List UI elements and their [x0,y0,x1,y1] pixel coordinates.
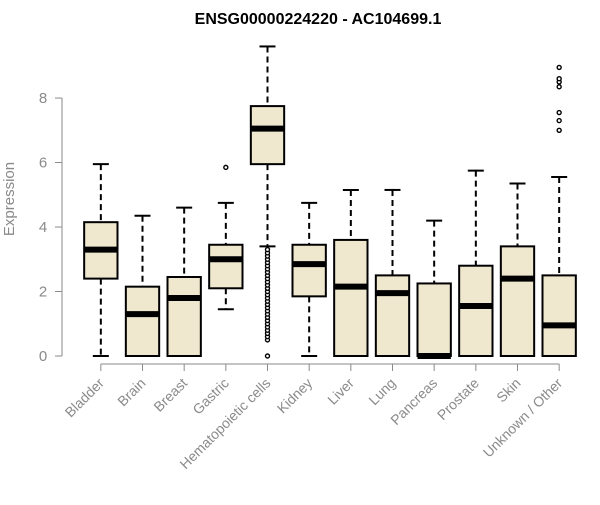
box-group [249,45,286,359]
box-group [499,182,536,357]
box-group [83,163,119,357]
x-tick-label: Bladder [62,375,108,421]
outlier-point [556,84,562,90]
box-group [416,219,452,359]
outlier-point [556,109,562,116]
y-tick-label: 8 [39,90,47,107]
outlier-point [556,127,562,133]
x-tick-label: Lung [365,375,398,408]
x-tick-label: Skin [493,375,524,406]
x-tick-label: Brain [114,375,148,409]
box-group [333,188,369,357]
box [166,276,202,357]
y-tick-label: 0 [39,348,47,365]
plot-area [83,45,577,359]
outlier-point [556,64,562,71]
outlier-point [264,246,271,253]
y-tick-label: 4 [39,219,47,236]
y-tick-label: 6 [39,155,47,172]
x-tick-label: Unknown / Other [480,375,566,461]
box [416,282,452,357]
box [499,245,536,357]
x-tick-label: Kidney [274,375,316,417]
box [124,285,161,357]
y-axis: 0 2 4 6 8 [39,90,63,365]
box-group [208,164,244,311]
box-group [541,64,577,357]
box-group [291,201,327,357]
outlier-point [556,75,562,82]
box [541,274,577,357]
box-group [166,206,202,357]
x-tick-label: Prostate [434,375,482,423]
box-group [124,214,161,357]
box [208,243,244,290]
outlier-point [264,353,271,359]
box [374,274,411,357]
outlier-point [556,117,562,124]
box-group [374,188,411,357]
y-tick-label: 2 [39,284,47,301]
box [458,264,494,358]
box-group [458,169,494,358]
chart-title: ENSG00000224220 - AC104699.1 [195,11,442,28]
x-tick-label: Breast [150,375,190,415]
box [249,105,286,166]
y-axis-label: Expression [1,162,18,236]
x-tick-label: Liver [324,375,357,408]
outlier-point [223,164,229,171]
box [333,238,369,357]
box [291,243,327,298]
